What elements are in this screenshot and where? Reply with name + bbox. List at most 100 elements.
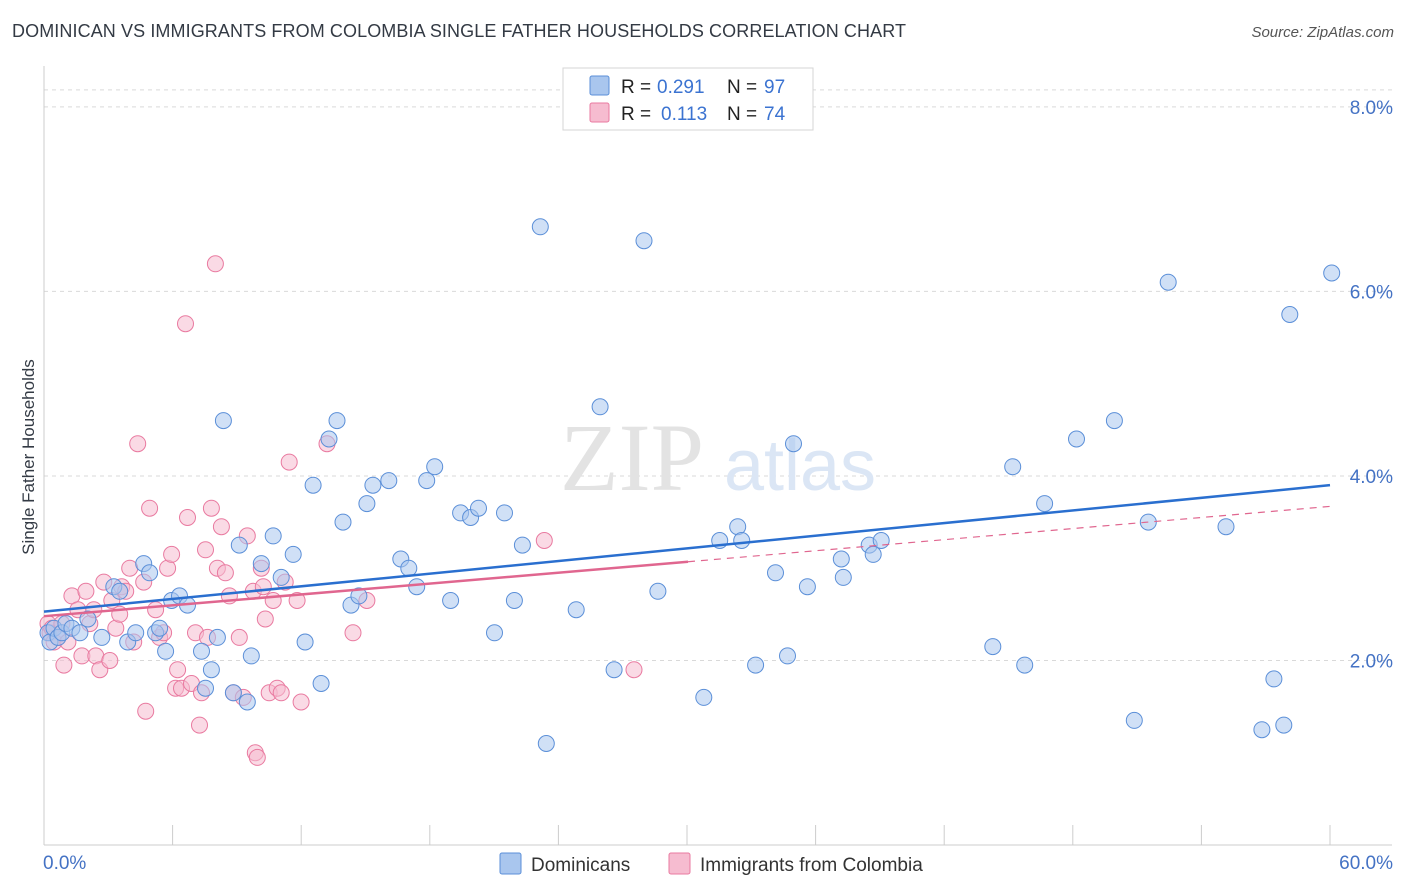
legend-n-value-colombia: 74	[764, 104, 786, 125]
point-colombia	[212, 518, 230, 536]
point-dominicans	[1265, 670, 1283, 688]
point-dominicans	[426, 458, 444, 476]
point-dominicans	[242, 647, 260, 665]
point-dominicans	[1105, 412, 1123, 430]
point-dominicans	[264, 527, 282, 545]
point-dominicans	[272, 568, 290, 586]
trend-line-dominicans	[43, 483, 1331, 613]
point-colombia	[248, 748, 266, 766]
point-dominicans	[470, 499, 487, 517]
watermark-zip: ZIP	[560, 404, 704, 511]
point-dominicans	[79, 610, 97, 628]
point-dominicans	[380, 472, 398, 490]
point-colombia	[202, 499, 220, 517]
legend-n-label-2: N =	[727, 104, 757, 125]
point-dominicans	[93, 628, 111, 646]
watermark: ZIP atlas	[560, 404, 876, 511]
point-dominicans	[864, 545, 882, 563]
point-dominicans	[127, 624, 145, 642]
point-colombia	[288, 592, 306, 609]
point-dominicans	[635, 232, 653, 250]
point-colombia	[216, 564, 234, 582]
point-dominicans	[157, 642, 175, 660]
grid-layer	[44, 89, 1392, 661]
point-colombia	[197, 541, 214, 559]
point-dominicans	[408, 578, 426, 596]
legend-r-value-dominicans: 0.291	[657, 77, 705, 98]
point-dominicans	[695, 688, 713, 706]
point-colombia	[272, 684, 290, 702]
point-dominicans	[193, 642, 210, 660]
point-dominicans	[605, 661, 623, 679]
point-colombia	[179, 509, 196, 526]
point-colombia	[264, 592, 282, 609]
point-colombia	[206, 255, 224, 273]
point-dominicans	[1004, 458, 1022, 476]
point-dominicans	[197, 679, 214, 697]
chart-source: Source: ZipAtlas.com	[1251, 24, 1394, 41]
legend-r-label-1: R =	[621, 77, 651, 98]
point-colombia	[254, 578, 272, 596]
point-dominicans	[984, 638, 1002, 656]
bottom-legend-label-colombia: Immigrants from Colombia	[700, 855, 923, 876]
point-dominicans	[767, 564, 784, 582]
point-dominicans	[1125, 711, 1143, 729]
point-dominicans	[350, 587, 368, 605]
trend-lines	[43, 483, 1331, 618]
point-colombia	[256, 610, 274, 628]
point-dominicans	[1275, 716, 1293, 734]
point-dominicans	[304, 476, 322, 494]
point-dominicans	[1323, 264, 1341, 282]
x-tick-label-max: 60.0%	[1339, 853, 1393, 874]
point-dominicans	[798, 578, 816, 596]
point-colombia	[280, 453, 298, 471]
point-colombia	[101, 652, 119, 669]
point-dominicans	[358, 495, 376, 513]
point-dominicans	[71, 624, 89, 642]
series-colombia-points	[39, 255, 643, 766]
legend: R = 0.291 N = 97 R = 0.113 N = 74	[562, 67, 814, 131]
bottom-legend-swatch-colombia	[668, 852, 691, 875]
point-dominicans	[1217, 518, 1235, 536]
point-dominicans	[834, 568, 852, 586]
point-dominicans	[1068, 430, 1085, 448]
point-dominicans	[334, 513, 352, 531]
point-dominicans	[418, 472, 436, 490]
point-dominicans	[1139, 513, 1157, 531]
point-dominicans	[1253, 721, 1271, 739]
x-tick-label-min: 0.0%	[43, 853, 86, 874]
point-dominicans	[238, 693, 256, 711]
point-dominicans	[141, 564, 159, 582]
point-colombia	[177, 315, 194, 333]
y-tick-label: 2.0%	[1350, 651, 1393, 672]
point-dominicans	[284, 545, 302, 563]
legend-swatch-colombia	[589, 102, 610, 123]
legend-n-label-1: N =	[727, 77, 757, 98]
point-colombia	[191, 716, 208, 734]
y-tick-label: 6.0%	[1350, 282, 1393, 303]
point-colombia	[137, 702, 155, 720]
point-dominicans	[1281, 306, 1299, 323]
point-dominicans	[400, 559, 418, 577]
point-dominicans	[537, 735, 555, 752]
point-dominicans	[531, 218, 549, 236]
point-colombia	[77, 582, 95, 600]
legend-r-label-2: R =	[621, 104, 651, 125]
point-dominicans	[496, 504, 513, 522]
point-colombia	[141, 499, 159, 517]
point-colombia	[163, 545, 181, 563]
legend-r-value-colombia: 0.113	[661, 104, 707, 125]
trend-line-colombia	[43, 560, 689, 618]
point-dominicans	[252, 555, 270, 573]
watermark-atlas: atlas	[724, 426, 876, 506]
point-dominicans	[486, 624, 503, 642]
y-tick-label: 4.0%	[1350, 467, 1393, 488]
point-dominicans	[649, 582, 667, 600]
point-colombia	[292, 693, 310, 711]
point-dominicans	[779, 647, 796, 665]
point-dominicans	[214, 412, 232, 430]
point-dominicans	[591, 398, 609, 416]
point-dominicans	[208, 628, 226, 646]
point-dominicans	[224, 684, 242, 702]
